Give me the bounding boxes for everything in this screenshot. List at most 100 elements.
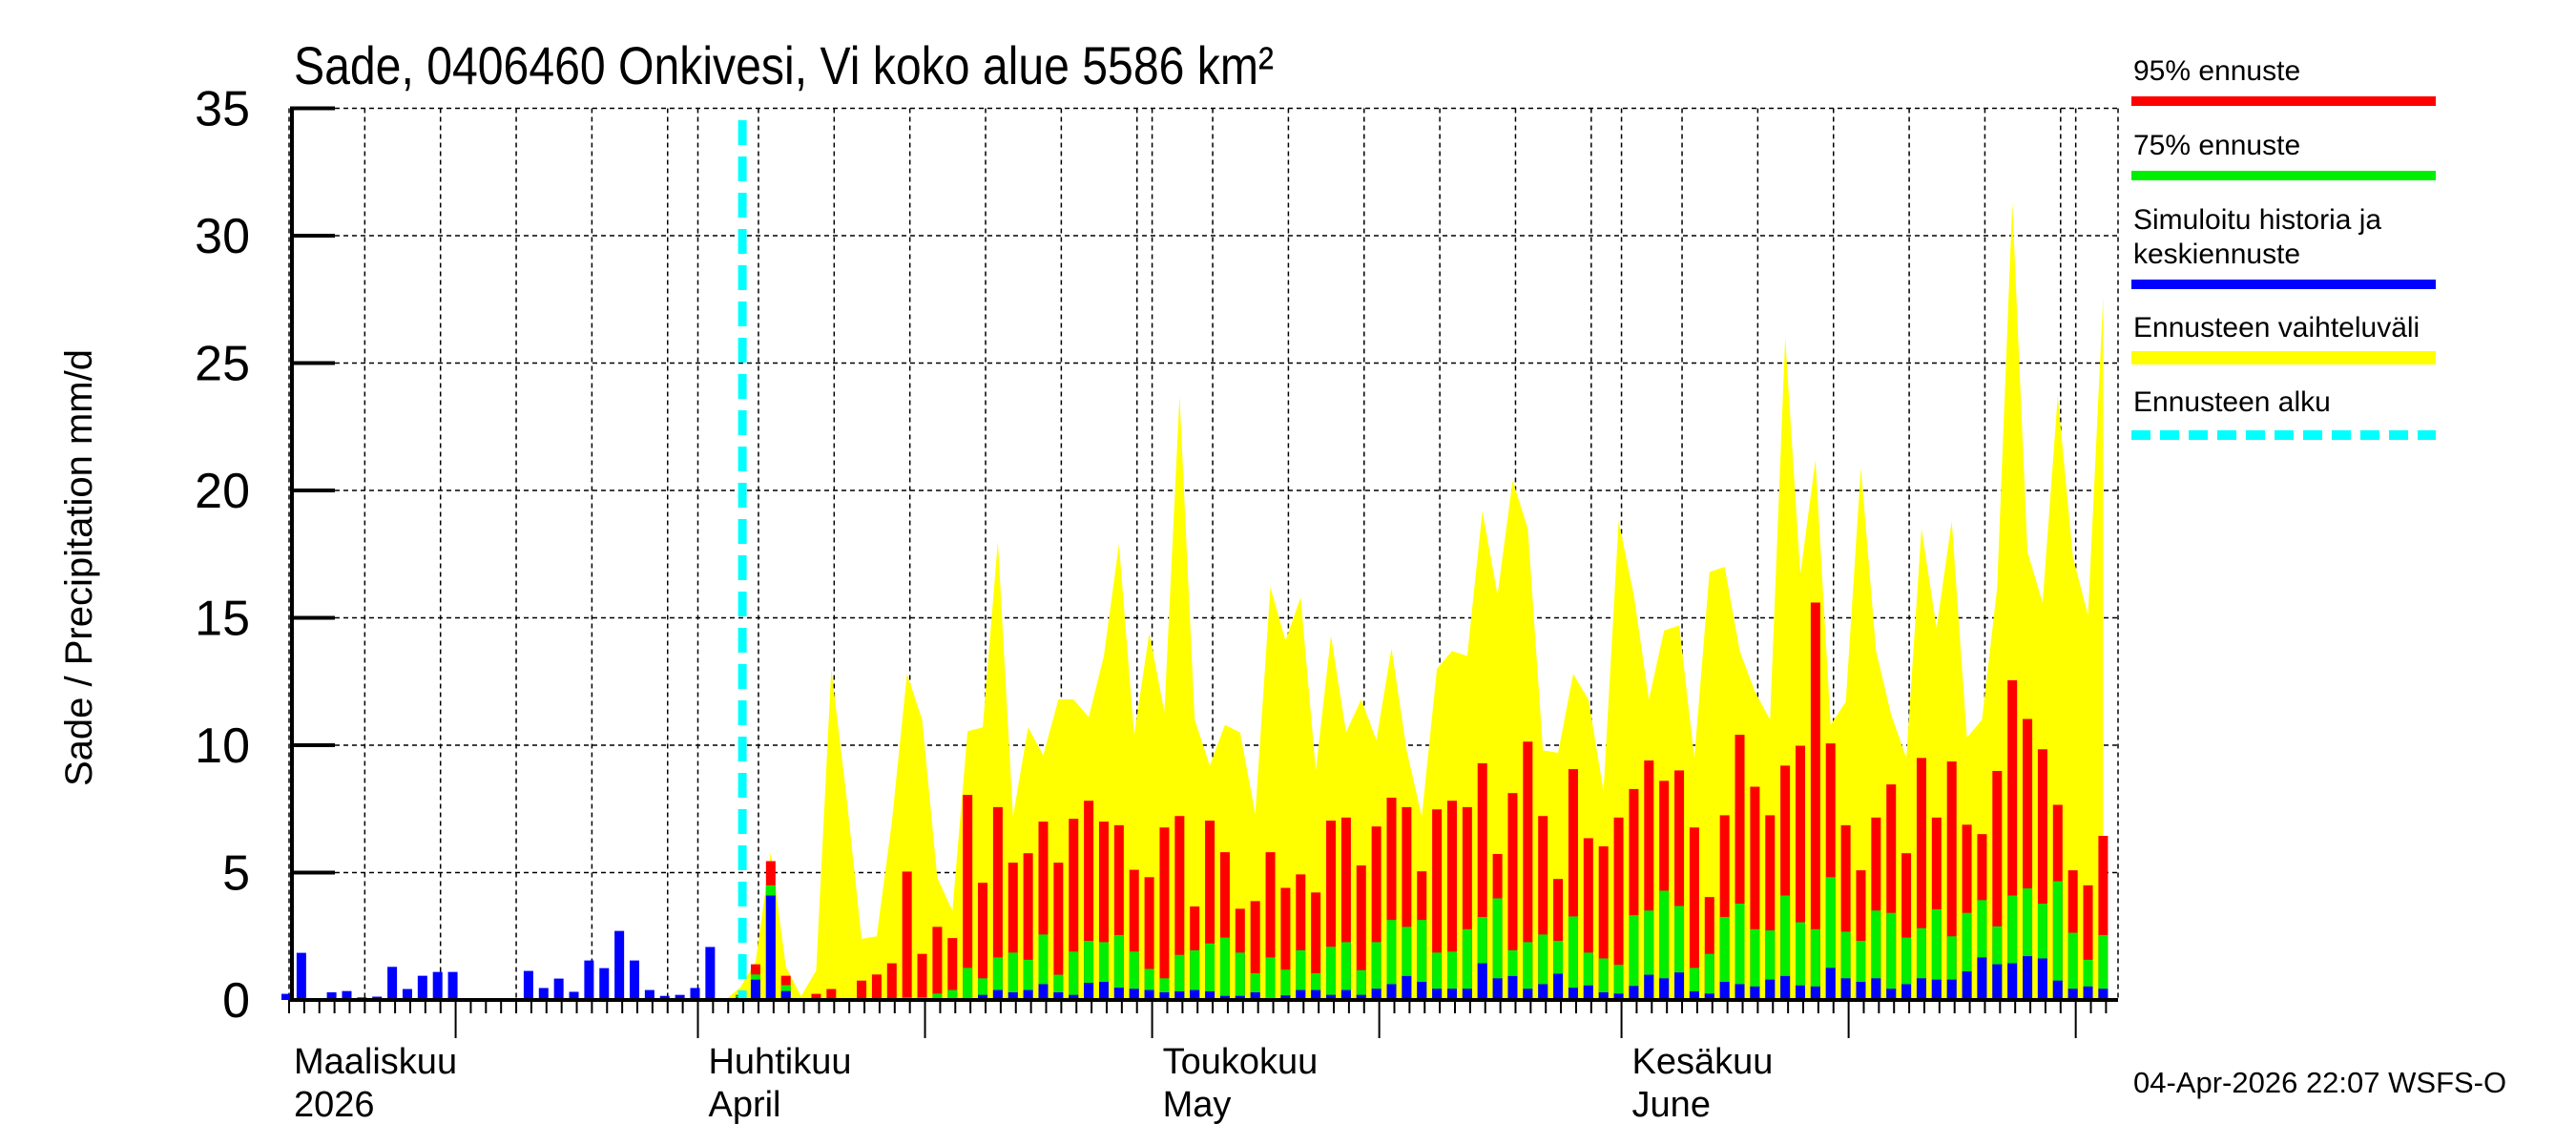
legend-label-75: 75% ennuste (2133, 130, 2300, 161)
forecast-75-bar (1856, 941, 1866, 1000)
forecast-75-bar (947, 989, 958, 1000)
forecast-95-bar (1674, 770, 1685, 1000)
forecast-75-bar (1190, 949, 1200, 1000)
forecast-mean-bar (1492, 978, 1503, 1000)
forecast-75-bar (1750, 928, 1760, 1000)
forecast-75-bar (1265, 957, 1276, 1000)
forecast-mean-bar (1402, 975, 1412, 1000)
forecast-75-bar (1583, 952, 1593, 1000)
y-axis-label: Sade / Precipitation mm/d (58, 349, 100, 786)
forecast-mean-bar (1098, 982, 1109, 1000)
forecast-95-bar (1613, 817, 1624, 1000)
history-bar (281, 993, 291, 1000)
history-bar (705, 947, 716, 1000)
forecast-95-bar (947, 938, 958, 1000)
forecast-75-bar (1840, 931, 1851, 1000)
forecast-95-bar (871, 974, 882, 1000)
forecast-75-bar (963, 968, 973, 1000)
history-bar (690, 988, 700, 1000)
forecast-75-bar (1780, 895, 1791, 1000)
history-bar (447, 971, 458, 1000)
forecast-95-bar (1462, 806, 1472, 1000)
forecast-75-bar (1069, 951, 1079, 1000)
forecast-mean-bar (2023, 956, 2033, 1000)
forecast-mean-bar (780, 990, 791, 1000)
forecast-mean-bar (1674, 972, 1685, 1000)
forecast-75-bar (1356, 969, 1366, 1000)
forecast-75-bar (1916, 927, 1926, 1000)
forecast-95-bar (1750, 786, 1760, 1000)
forecast-75-bar (2083, 959, 2093, 1000)
forecast-75-bar (1689, 968, 1699, 1000)
forecast-95-bar (1326, 821, 1337, 1000)
forecast-75-bar (1796, 922, 1805, 1000)
forecast-75-bar (1296, 949, 1306, 1000)
forecast-mean-bar (2067, 989, 2078, 1000)
history-bar (569, 991, 579, 1000)
forecast-95-bar (1008, 863, 1018, 1000)
forecast-95-bar (1946, 761, 1957, 1000)
forecast-95-bar (1840, 824, 1851, 1000)
y-tick-label: 0 (222, 973, 250, 1029)
forecast-mean-bar (1219, 995, 1230, 1000)
history-bar (659, 995, 670, 1000)
x-month-label: Kesäkuu (1632, 1042, 1774, 1082)
forecast-75-bar (1219, 937, 1230, 1000)
forecast-95-bar (1129, 869, 1139, 1000)
forecast-95-bar (963, 795, 973, 1000)
forecast-75-bar (1113, 934, 1124, 1000)
forecast-mean-bar (1008, 991, 1018, 1000)
forecast-75-bar (1477, 916, 1487, 1000)
forecast-mean-bar (1507, 975, 1518, 1000)
forecast-75-bar (1613, 965, 1624, 1000)
forecast-mean-bar (1931, 979, 1942, 1000)
forecast-75-bar (978, 978, 988, 1000)
forecast-mean-bar (1765, 979, 1776, 1000)
forecast-mean-bar (1523, 989, 1533, 1000)
forecast-mean-bar (1159, 991, 1170, 1000)
forecast-mean-bar (1977, 957, 1987, 1000)
forecast-range-polygon (725, 202, 2104, 1001)
history-bar (584, 960, 594, 1000)
forecast-75-bar (1704, 953, 1714, 1000)
forecast-95-bar (1507, 793, 1518, 1000)
y-tick-label: 5 (222, 846, 250, 902)
y-tick-label: 35 (195, 82, 250, 137)
forecast-75-bar (1765, 930, 1776, 1000)
forecast-mean-bar (992, 989, 1003, 1000)
forecast-75-bar (1144, 968, 1154, 1000)
forecast-mean-bar (1946, 979, 1957, 1000)
forecast-95-bar (1901, 853, 1912, 1000)
forecast-mean-bar (2007, 963, 2018, 1000)
forecast-75-bar (1931, 908, 1942, 1000)
chart-title: Sade, 0406460 Onkivesi, Vi koko alue 558… (294, 37, 1274, 96)
legend-label-history: Simuloitu historia ja (2133, 204, 2381, 236)
forecast-95-bar (1704, 897, 1714, 1000)
forecast-75-bar (1417, 920, 1427, 1000)
forecast-95-bar (1356, 865, 1366, 1000)
forecast-mean-bar (1735, 984, 1745, 1000)
legend: 95% ennuste 75% ennuste Simuloitu histor… (2131, 55, 2436, 440)
legend-label-history-2: keskiennuste (2133, 239, 2300, 270)
forecast-mean-bar (750, 979, 760, 1000)
forecast-95-bar (1719, 815, 1730, 1000)
forecast-95-bar (1825, 743, 1836, 1000)
forecast-mean-bar (1704, 993, 1714, 1000)
forecast-mean-bar (1386, 984, 1397, 1000)
forecast-mean-bar (1613, 993, 1624, 1000)
forecast-95-bar (1084, 801, 1094, 1000)
forecast-mean-bar (1174, 990, 1185, 1000)
forecast-mean-bar (1113, 988, 1124, 1000)
forecast-mean-bar (1326, 994, 1337, 1000)
forecast-75-bar (1129, 951, 1139, 1000)
forecast-95-bar (1886, 784, 1897, 1000)
forecast-75-bar (1386, 920, 1397, 1000)
forecast-mean-bar (1311, 989, 1321, 1000)
forecast-75-bar (1507, 949, 1518, 1000)
legend-label-95: 95% ennuste (2133, 55, 2300, 87)
forecast-mean-bar (2083, 986, 2093, 1000)
forecast-95-bar (1871, 817, 1881, 1000)
forecast-95-bar (857, 980, 867, 1000)
forecast-mean-bar (1356, 994, 1366, 1000)
forecast-95-bar (1659, 781, 1670, 1000)
